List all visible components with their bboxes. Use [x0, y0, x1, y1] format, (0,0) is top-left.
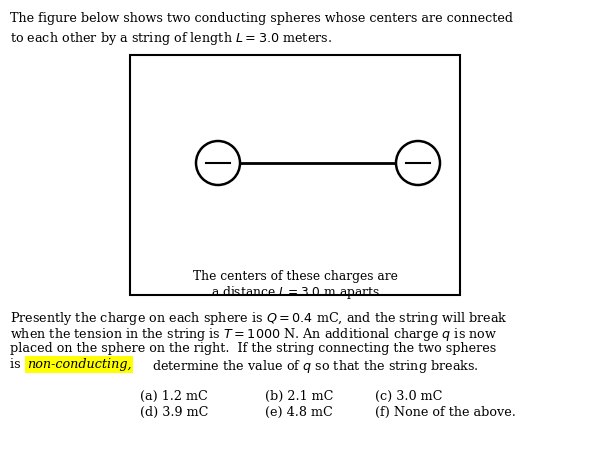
- Text: (e) 4.8 mC: (e) 4.8 mC: [265, 406, 333, 419]
- Text: (d) 3.9 mC: (d) 3.9 mC: [140, 406, 208, 419]
- Text: Presently the charge on each sphere is $Q = 0.4$ mC, and the string will break: Presently the charge on each sphere is $…: [10, 310, 507, 327]
- Circle shape: [396, 141, 440, 185]
- Text: The centers of these charges are: The centers of these charges are: [193, 270, 398, 283]
- Text: a distance $L = 3.0$ m aparts: a distance $L = 3.0$ m aparts: [211, 284, 380, 301]
- Text: (c) 3.0 mC: (c) 3.0 mC: [375, 390, 442, 403]
- Text: (b) 2.1 mC: (b) 2.1 mC: [265, 390, 333, 403]
- Text: non-conducting,: non-conducting,: [27, 358, 131, 371]
- Text: to each other by a string of length $L = 3.0$ meters.: to each other by a string of length $L =…: [10, 30, 332, 47]
- Bar: [130, 55, 460, 295]
- Text: determine the value of $q$ so that the string breaks.: determine the value of $q$ so that the s…: [148, 358, 479, 375]
- Text: when the tension in the string is $T = 1000$ N. An additional charge $q$ is now: when the tension in the string is $T = 1…: [10, 326, 497, 343]
- Circle shape: [196, 141, 240, 185]
- Text: (f) None of the above.: (f) None of the above.: [375, 406, 516, 419]
- Text: placed on the sphere on the right.  If the string connecting the two spheres: placed on the sphere on the right. If th…: [10, 342, 496, 355]
- Text: (a) 1.2 mC: (a) 1.2 mC: [140, 390, 208, 403]
- Text: The figure below shows two conducting spheres whose centers are connected: The figure below shows two conducting sp…: [10, 12, 513, 25]
- Text: is: is: [10, 358, 24, 371]
